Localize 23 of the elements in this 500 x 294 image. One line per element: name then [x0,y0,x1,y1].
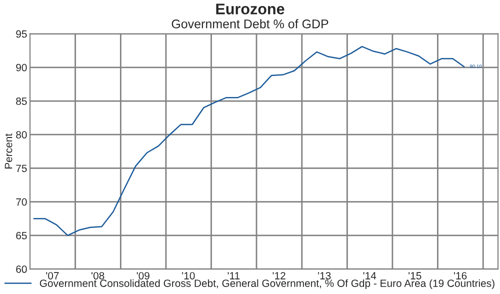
y-tick-label: 60 [16,266,27,273]
x-tick-label: '08 [92,272,104,280]
y-tick-label: 80 [16,131,27,138]
x-tick-label: '09 [136,272,150,280]
y-tick-label: 65 [16,232,27,240]
chart-title: Eurozone [216,4,284,14]
y-tick-label: 85 [16,98,27,105]
x-tick-label: '16 [454,272,467,280]
x-tick-label: '11 [228,272,240,280]
x-tick-label: '07 [46,272,59,280]
legend-label: Government Consolidated Gross Debt, General Government, % Of Gdp - Euro Area (19 Countries) [40,279,494,290]
y-tick-label: 90 [16,64,27,72]
chart-subtitle: Government Debt % of GDP [172,19,328,28]
y-tick-label: 70 [16,198,27,206]
x-tick-label: '13 [318,272,331,280]
x-tick-label: '10 [182,272,195,280]
x-tick-label: '15 [408,272,422,280]
y-tick-label: 95 [16,30,27,38]
x-tick-label: '14 [363,272,376,280]
y-axis-title: Percent [4,134,12,169]
y-tick-label: 75 [16,164,27,172]
x-tick-label: '12 [272,272,286,280]
line-series [33,46,465,236]
